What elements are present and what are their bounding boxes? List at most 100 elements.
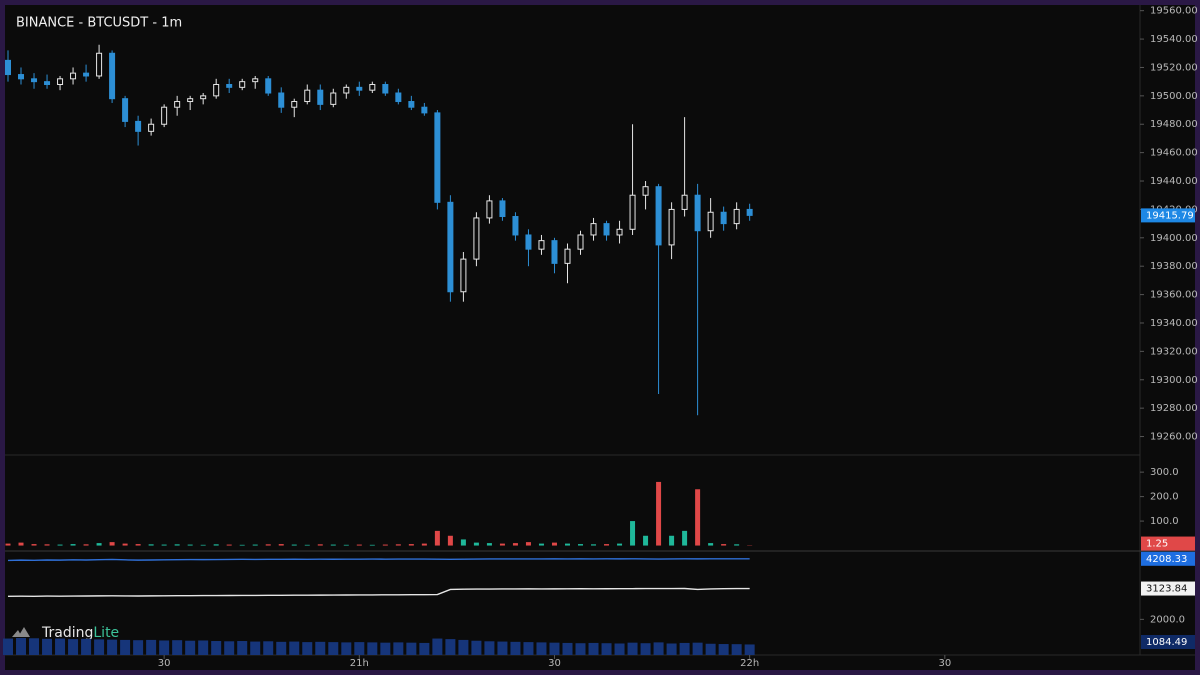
brand-part: Trading bbox=[41, 625, 93, 641]
indicator-bar bbox=[497, 641, 508, 655]
volume-bar bbox=[31, 544, 37, 546]
volume-bar bbox=[434, 530, 440, 546]
y-tick-label: 19440.00 bbox=[1150, 176, 1198, 187]
candle-body bbox=[83, 72, 90, 77]
indicator-bar bbox=[146, 639, 157, 655]
candle-body bbox=[395, 92, 402, 103]
candle-body bbox=[590, 223, 597, 236]
indicator-bar bbox=[55, 638, 66, 655]
volume-bar bbox=[135, 544, 141, 546]
candle-body bbox=[447, 201, 454, 293]
indicator-bar bbox=[250, 641, 261, 655]
chart-title: BINANCE - BTCUSDT - 1m bbox=[16, 16, 182, 31]
indicator-bar bbox=[510, 641, 521, 655]
candle-body bbox=[278, 92, 285, 108]
volume-bar bbox=[486, 543, 492, 546]
brand-name: TradingLite bbox=[41, 625, 119, 641]
y-tick-label: 19300.00 bbox=[1150, 375, 1198, 386]
indicator-bar bbox=[29, 638, 40, 655]
candle-body bbox=[96, 52, 103, 77]
indicator-bar bbox=[172, 640, 183, 655]
indicator-bar bbox=[445, 639, 456, 655]
candle-body bbox=[122, 98, 129, 122]
indicator-bar bbox=[562, 642, 573, 655]
volume-bar bbox=[148, 544, 154, 546]
price-label-box bbox=[1141, 581, 1195, 596]
indicator-bar bbox=[653, 642, 664, 655]
indicator-bar bbox=[367, 642, 378, 655]
volume-bar bbox=[656, 481, 662, 546]
volume-bar bbox=[669, 535, 675, 546]
y-tick-label: 19360.00 bbox=[1150, 290, 1198, 301]
indicator-bar bbox=[198, 640, 209, 655]
volume-bar bbox=[44, 544, 50, 546]
candle-body bbox=[226, 83, 233, 88]
volume-bar bbox=[408, 544, 414, 546]
candle-body bbox=[109, 52, 116, 100]
volume-bar bbox=[174, 544, 180, 546]
candle-body bbox=[382, 83, 389, 94]
y-tick-label: 19500.00 bbox=[1150, 91, 1198, 102]
candle-body bbox=[330, 92, 337, 105]
y-tick-label: 19280.00 bbox=[1150, 403, 1198, 414]
y-tick-label: 100.0 bbox=[1150, 516, 1179, 527]
y-tick-label: 19400.00 bbox=[1150, 233, 1198, 244]
indicator-bar bbox=[718, 644, 729, 655]
candle-body bbox=[174, 101, 181, 108]
indicator-bar bbox=[393, 642, 404, 655]
y-tick-label: 200.0 bbox=[1150, 492, 1179, 503]
volume-bar bbox=[617, 543, 623, 546]
volume-bar bbox=[57, 544, 63, 546]
volume-bar bbox=[460, 539, 466, 546]
volume-bar bbox=[721, 544, 727, 546]
volume-bar bbox=[538, 543, 544, 546]
candle-body bbox=[642, 186, 649, 196]
indicator-bar bbox=[133, 640, 144, 655]
candle-body bbox=[187, 98, 194, 103]
indicator-bar bbox=[484, 641, 495, 655]
y-tick-label: 19560.00 bbox=[1150, 6, 1198, 17]
indicator-bar bbox=[354, 642, 365, 655]
volume-bar bbox=[278, 544, 284, 546]
indicator-bar bbox=[601, 643, 612, 655]
indicator-bar bbox=[224, 641, 235, 655]
indicator-bar bbox=[588, 642, 599, 655]
candle-body bbox=[5, 59, 11, 76]
price-label: 1084.49 bbox=[1146, 637, 1187, 648]
indicator-bar bbox=[16, 638, 27, 655]
volume-bar bbox=[239, 544, 245, 546]
indicator-bar bbox=[458, 639, 469, 655]
y-tick-label: 19540.00 bbox=[1150, 34, 1198, 45]
volume-bar bbox=[551, 542, 557, 546]
indicator-bar bbox=[705, 643, 716, 655]
y-tick-label: 19380.00 bbox=[1150, 261, 1198, 272]
volume-bar bbox=[83, 544, 89, 546]
indicator-bar bbox=[3, 638, 13, 655]
candle-body bbox=[44, 81, 51, 85]
indicator-bar bbox=[81, 638, 92, 655]
candle-body bbox=[135, 120, 142, 132]
candle-body bbox=[356, 86, 363, 91]
y-tick-label: 19340.00 bbox=[1150, 318, 1198, 329]
indicator-bar bbox=[744, 644, 755, 655]
indicator-line bbox=[7, 587, 750, 598]
candle-body bbox=[707, 211, 714, 232]
indicator-bar bbox=[159, 640, 170, 655]
candle-body bbox=[291, 101, 298, 108]
x-tick-label: 21h bbox=[350, 658, 369, 669]
brand-part: Lite bbox=[93, 625, 119, 641]
volume-bar bbox=[187, 544, 193, 546]
volume-bar bbox=[252, 544, 258, 546]
volume-bar bbox=[734, 544, 740, 546]
candle-body bbox=[746, 208, 753, 216]
candle-body bbox=[538, 240, 545, 250]
indicator-bar bbox=[614, 643, 625, 655]
candle-body bbox=[408, 101, 415, 108]
y-tick-label: 19260.00 bbox=[1150, 432, 1198, 443]
indicator-bar bbox=[42, 638, 53, 655]
volume-bar bbox=[70, 544, 76, 546]
candle-body bbox=[629, 194, 636, 230]
price-label-box bbox=[1141, 536, 1195, 551]
candle-body bbox=[70, 72, 77, 80]
